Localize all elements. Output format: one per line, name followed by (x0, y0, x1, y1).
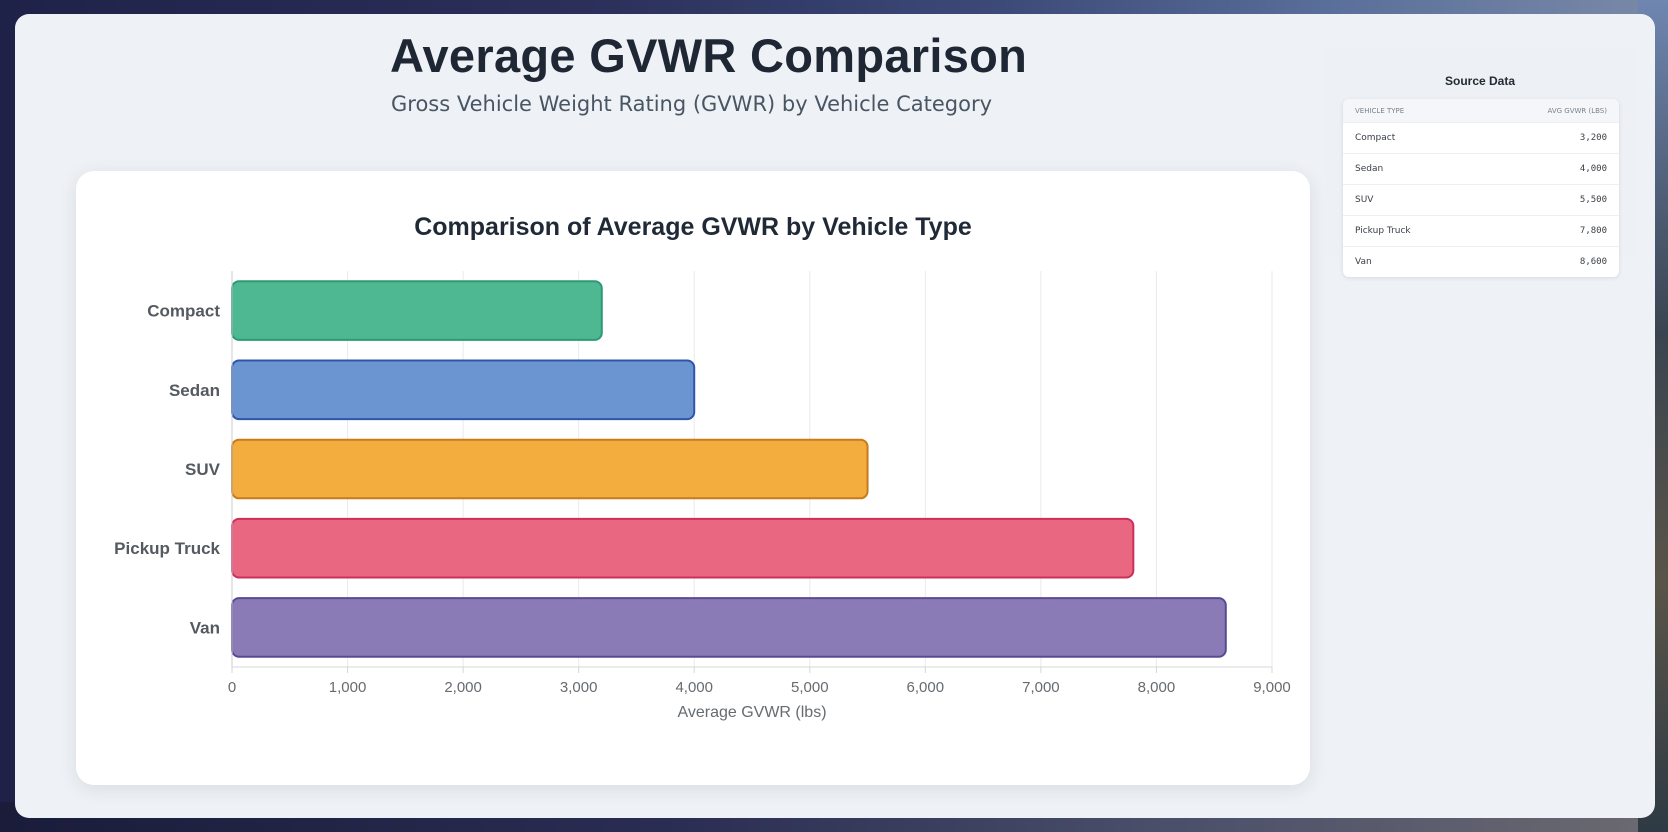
x-tick-label: 5,000 (791, 679, 829, 696)
bar-sedan (231, 359, 696, 421)
x-tick-label: 6,000 (907, 679, 945, 696)
source-data-panel: Source Data Vehicle Type Avg GVWR (lbs) … (1325, 49, 1635, 277)
y-tick-label: Compact (147, 302, 220, 321)
table-row: Sedan 4,000 (1343, 153, 1619, 185)
table-header-row: Vehicle Type Avg GVWR (lbs) (1343, 99, 1619, 123)
row-avg-gvwr: 7,800 (1477, 215, 1619, 247)
app-window: Average GVWR Comparison Gross Vehicle We… (15, 14, 1655, 818)
bar-suv (231, 438, 869, 500)
table-row: Compact 3,200 (1343, 122, 1619, 154)
y-tick-label: Sedan (169, 381, 220, 400)
row-avg-gvwr: 8,600 (1477, 246, 1619, 277)
row-vehicle-type: Sedan (1343, 153, 1478, 185)
source-data-title: Source Data (1444, 74, 1516, 88)
y-tick-label: SUV (185, 460, 221, 479)
row-avg-gvwr: 4,000 (1477, 153, 1619, 185)
row-vehicle-type: Van (1343, 246, 1478, 277)
x-tick-label: 7,000 (1022, 679, 1060, 696)
column-header-vehicle-type: Vehicle Type (1343, 99, 1478, 123)
x-tick-label: 4,000 (675, 679, 713, 696)
x-axis-title: Average GVWR (lbs) (677, 704, 826, 721)
table-row: Pickup Truck 7,800 (1343, 215, 1619, 247)
y-tick-label: Van (190, 618, 220, 637)
x-tick-label: 9,000 (1253, 679, 1291, 696)
x-tick-label: 1,000 (329, 679, 367, 696)
bar-pickup-truck (231, 517, 1135, 579)
x-tick-label: 8,000 (1138, 679, 1176, 696)
x-tick-label: 3,000 (560, 679, 598, 696)
bar-compact (231, 280, 603, 341)
y-tick-label: Pickup Truck (114, 539, 220, 558)
row-vehicle-type: Compact (1343, 122, 1478, 154)
row-avg-gvwr: 5,500 (1477, 184, 1619, 216)
page-subtitle: Gross Vehicle Weight Rating (GVWR) by Ve… (391, 92, 993, 116)
row-avg-gvwr: 3,200 (1477, 122, 1619, 154)
bar-chart: Compact Sedan SUV Pickup Truck Van 0 1,000 2,00… (114, 271, 1291, 721)
table-row: SUV 5,500 (1343, 184, 1619, 216)
row-vehicle-type: SUV (1343, 184, 1478, 216)
column-header-avg-gvwr: Avg GVWR (lbs) (1477, 99, 1619, 123)
row-vehicle-type: Pickup Truck (1343, 215, 1478, 247)
source-data-table: Vehicle Type Avg GVWR (lbs) Compact 3,20… (1343, 99, 1619, 277)
x-tick-label: 0 (228, 679, 236, 696)
chart-card: Comparison of Average GVWR by Vehicle Ty… (76, 171, 1310, 785)
bar-van (231, 597, 1227, 658)
table-row: Van 8,600 (1343, 246, 1619, 277)
page-title: Average GVWR Comparison (390, 29, 1028, 82)
x-tick-label: 2,000 (444, 679, 482, 696)
chart-title: Comparison of Average GVWR by Vehicle Ty… (414, 213, 972, 241)
